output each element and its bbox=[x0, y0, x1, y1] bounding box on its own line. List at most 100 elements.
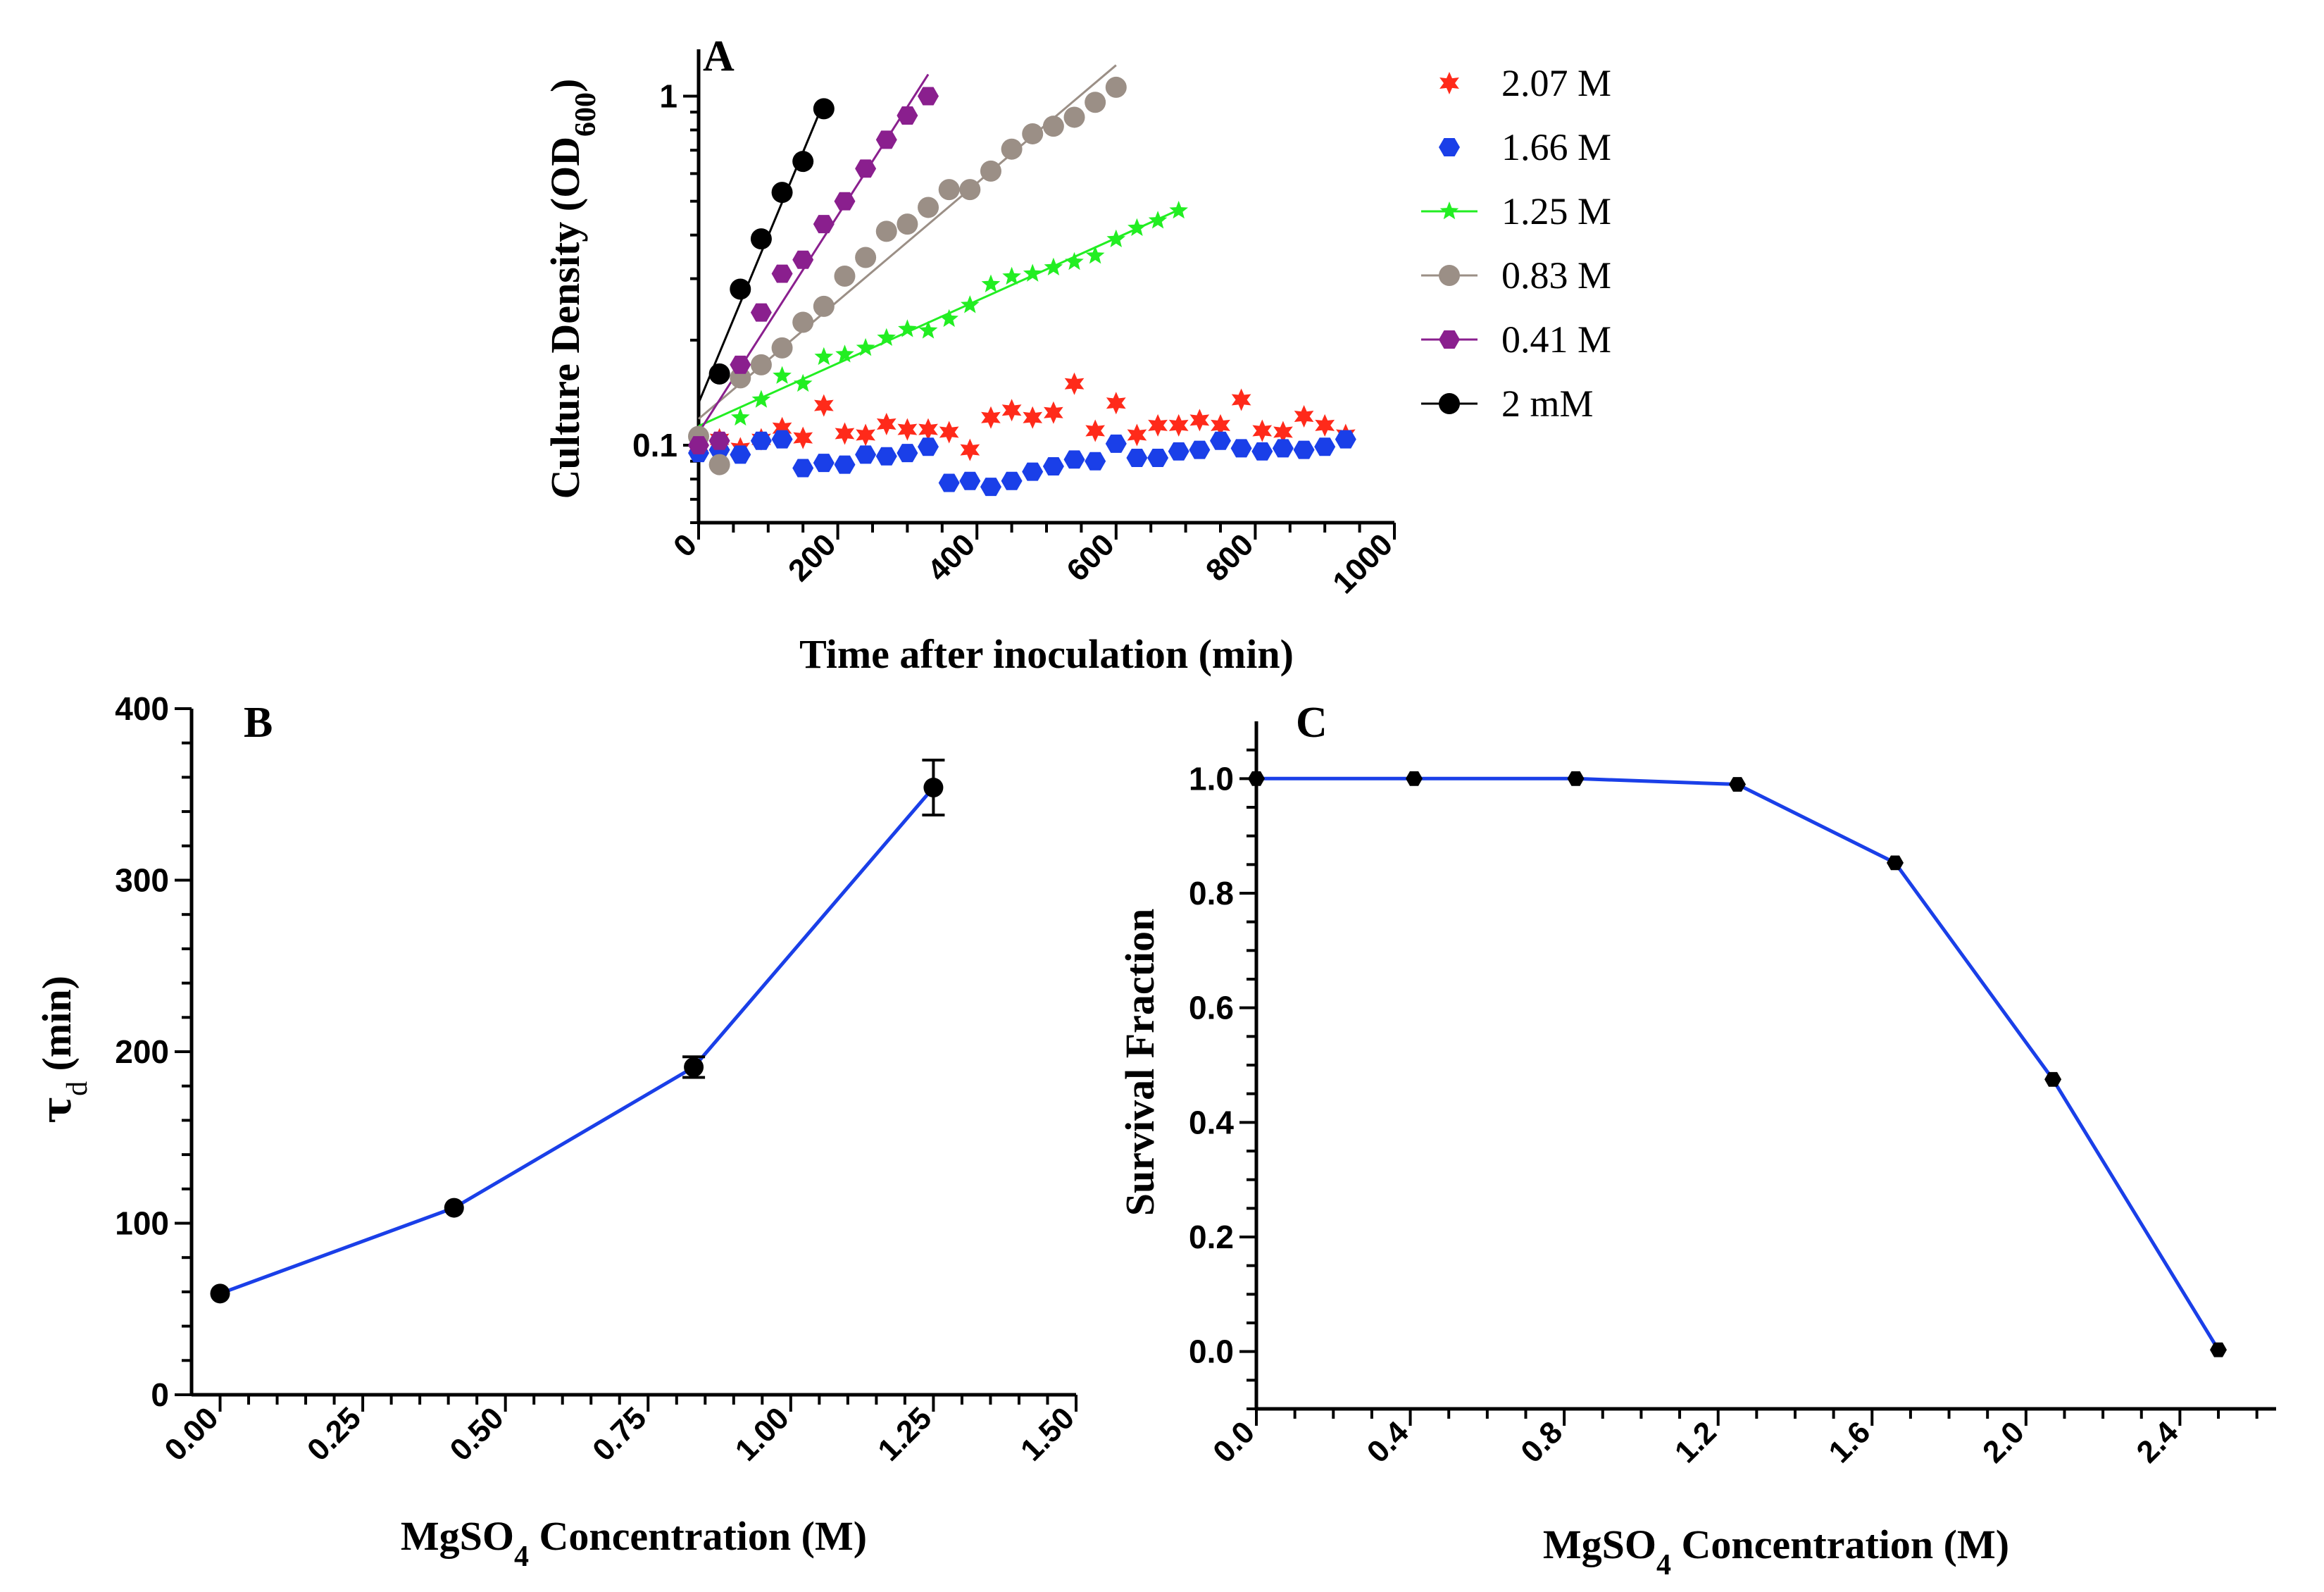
data-point bbox=[1335, 430, 1356, 449]
data-point bbox=[1210, 431, 1231, 450]
y-title-greek: τ bbox=[32, 1096, 80, 1124]
y-axis-title-c: Survival Fraction bbox=[1117, 909, 1163, 1217]
x-tick-label: 0.4 bbox=[1361, 1414, 1416, 1469]
data-point bbox=[980, 478, 1001, 497]
data-point bbox=[771, 182, 793, 204]
x-title-post: Concentration (M) bbox=[1671, 1522, 2009, 1567]
x-tick-label: 200 bbox=[782, 527, 843, 588]
data-point bbox=[771, 430, 793, 449]
data-point bbox=[772, 416, 792, 440]
x-tick-label: 1.50 bbox=[1014, 1400, 1081, 1467]
data-point bbox=[2044, 1071, 2062, 1087]
data-point bbox=[834, 266, 856, 287]
data-point bbox=[1148, 211, 1168, 229]
data-point bbox=[939, 421, 959, 444]
data-point bbox=[856, 337, 875, 356]
data-point bbox=[813, 98, 835, 120]
x-title-pre: MgSO bbox=[401, 1513, 514, 1559]
x-tick-label: 0.75 bbox=[586, 1400, 653, 1467]
y-tick-label: 0 bbox=[151, 1376, 169, 1413]
x-tick-label: 400 bbox=[921, 527, 982, 588]
y-axis-title-a: Culture Density (OD600) bbox=[542, 79, 602, 499]
data-point bbox=[771, 337, 793, 359]
data-point bbox=[708, 363, 730, 385]
data-point bbox=[1065, 251, 1084, 270]
x-title-post: Concentration (M) bbox=[529, 1513, 867, 1559]
series-1.66-M bbox=[688, 430, 1356, 497]
data-point bbox=[961, 295, 980, 313]
x-tick-label: 0.25 bbox=[301, 1400, 368, 1467]
panel-label-c: C bbox=[1296, 699, 1327, 747]
data-point bbox=[875, 220, 897, 242]
data-point bbox=[1230, 439, 1252, 458]
y-tick-label: 300 bbox=[115, 862, 169, 899]
panel-c: 0.0 0.2 0.4 0.6 0.8 1.0 0.0 0.4 0.8 1.2 1.6 2.0 2.4 C… bbox=[1117, 699, 2276, 1581]
data-point bbox=[918, 321, 938, 339]
data-point bbox=[897, 213, 918, 235]
x-axis-title-a: Time after inoculation (min) bbox=[799, 631, 1294, 677]
y-tick-label: 0.8 bbox=[1189, 875, 1234, 912]
data-point bbox=[1127, 423, 1147, 447]
legend-item: 0.83 M bbox=[1421, 254, 1611, 297]
data-point bbox=[980, 160, 1001, 182]
data-point bbox=[855, 247, 877, 268]
data-point bbox=[1001, 138, 1023, 160]
data-point bbox=[813, 454, 835, 473]
data-point bbox=[813, 215, 835, 234]
data-point bbox=[1211, 413, 1230, 437]
y-axis-title-close: ) bbox=[542, 79, 588, 92]
data-point bbox=[1168, 413, 1189, 437]
data-point bbox=[875, 447, 897, 466]
y-tick-label: 1 bbox=[659, 77, 677, 114]
x-tick-label: 0.8 bbox=[1514, 1414, 1569, 1469]
data-point bbox=[792, 311, 814, 333]
data-point bbox=[684, 1057, 704, 1077]
x-tick-label: 0.50 bbox=[444, 1400, 511, 1467]
data-point bbox=[731, 407, 750, 426]
data-point bbox=[1189, 440, 1211, 459]
legend-label: 1.25 M bbox=[1501, 190, 1611, 232]
data-point bbox=[897, 418, 918, 441]
data-point bbox=[1105, 76, 1127, 98]
legend-item: 2.07 M bbox=[1439, 62, 1611, 104]
x-title-sub: 4 bbox=[1656, 1549, 1671, 1581]
data-point bbox=[708, 454, 730, 475]
data-point bbox=[773, 366, 792, 384]
data-point bbox=[1148, 413, 1168, 437]
y-tick-label: 0.6 bbox=[1189, 990, 1234, 1026]
data-point bbox=[210, 1283, 230, 1304]
legend: 2.07 M 1.66 M 1.25 M 0.83 M 0.41 M 2 mM bbox=[1421, 62, 1611, 425]
data-point bbox=[444, 1198, 464, 1218]
data-point bbox=[1001, 471, 1023, 490]
data-point bbox=[1063, 106, 1085, 128]
y-axis-title-sub: 600 bbox=[570, 92, 602, 137]
data-point bbox=[1085, 92, 1106, 113]
data-point bbox=[1729, 777, 1746, 792]
x-tick-label: 0.0 bbox=[1206, 1414, 1261, 1469]
x-tick-label: 1.2 bbox=[1668, 1414, 1723, 1469]
x-axis-title-b: MgSO4 Concentration (M) bbox=[401, 1513, 867, 1573]
data-point bbox=[1168, 442, 1189, 461]
data-point bbox=[855, 445, 877, 464]
data-point bbox=[1406, 771, 1423, 786]
data-point bbox=[793, 373, 813, 392]
data-point bbox=[1064, 372, 1085, 395]
x-axis-title-c: MgSO4 Concentration (M) bbox=[1543, 1522, 2009, 1581]
y-tick-label: 200 bbox=[115, 1033, 169, 1070]
y-tick-label: 1.0 bbox=[1189, 760, 1234, 797]
data-point bbox=[1022, 123, 1044, 144]
x-tick-label: 2.0 bbox=[1976, 1414, 2031, 1469]
data-point bbox=[792, 250, 814, 269]
data-point bbox=[1126, 449, 1148, 467]
data-point bbox=[1044, 257, 1063, 275]
data-point bbox=[751, 390, 771, 408]
data-point bbox=[1001, 399, 1022, 422]
legend-marker bbox=[1439, 265, 1460, 286]
x-tick-label: 1000 bbox=[1326, 527, 1399, 600]
y-tick-label: 100 bbox=[115, 1205, 169, 1242]
legend-label: 1.66 M bbox=[1501, 126, 1611, 168]
data-point bbox=[730, 278, 751, 300]
data-point bbox=[1022, 462, 1044, 481]
series-0.41-M bbox=[688, 87, 939, 454]
